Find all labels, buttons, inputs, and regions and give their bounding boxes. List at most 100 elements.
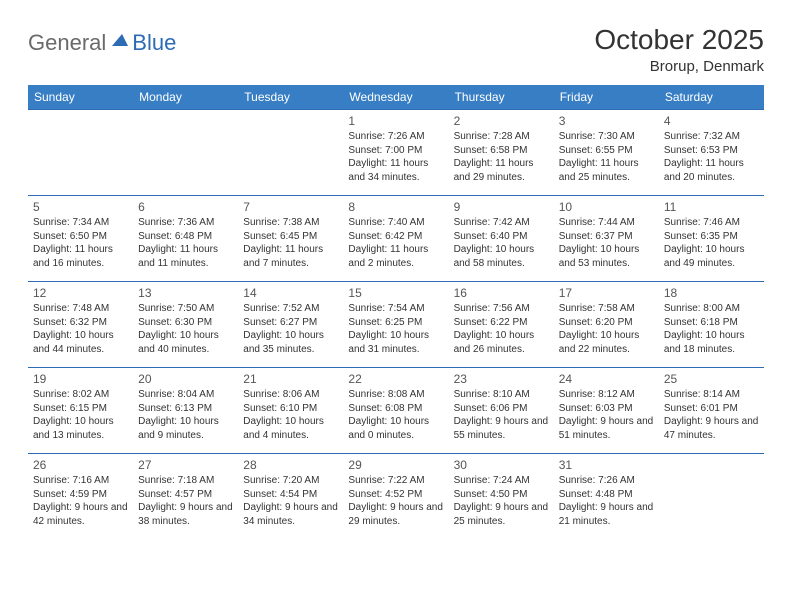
calendar-day-cell: 23 Sunrise: 8:10 AMSunset: 6:06 PMDayligh… [449,368,554,454]
calendar-day-cell: 18 Sunrise: 8:00 AMSunset: 6:18 PMDayligh… [659,282,764,368]
day-info: Sunrise: 7:48 AMSunset: 6:32 PMDaylight:… [33,302,128,356]
calendar-day-cell [238,110,343,196]
calendar-day-cell: 22 Sunrise: 8:08 AMSunset: 6:08 PMDayligh… [343,368,448,454]
logo-text-blue: Blue [132,30,176,56]
calendar-day-cell: 8 Sunrise: 7:40 AMSunset: 6:42 PMDaylight… [343,196,448,282]
day-number: 10 [559,200,654,214]
logo-sail-icon [110,32,130,48]
day-info: Sunrise: 7:16 AMSunset: 4:59 PMDaylight:… [33,474,128,528]
day-info: Sunrise: 8:08 AMSunset: 6:08 PMDaylight:… [348,388,443,442]
calendar-day-cell: 10 Sunrise: 7:44 AMSunset: 6:37 PMDayligh… [554,196,659,282]
calendar-day-cell: 9 Sunrise: 7:42 AMSunset: 6:40 PMDaylight… [449,196,554,282]
day-number: 11 [664,200,759,214]
weekday-header: Tuesday [238,85,343,110]
page-title: October 2025 [594,24,764,56]
calendar-day-cell: 24 Sunrise: 8:12 AMSunset: 6:03 PMDayligh… [554,368,659,454]
day-number: 3 [559,114,654,128]
logo: General Blue [28,30,176,56]
day-number: 15 [348,286,443,300]
day-info: Sunrise: 7:20 AMSunset: 4:54 PMDaylight:… [243,474,338,528]
day-info: Sunrise: 7:44 AMSunset: 6:37 PMDaylight:… [559,216,654,270]
day-info: Sunrise: 7:28 AMSunset: 6:58 PMDaylight:… [454,130,549,184]
day-number: 22 [348,372,443,386]
calendar-day-cell: 12 Sunrise: 7:48 AMSunset: 6:32 PMDayligh… [28,282,133,368]
day-info: Sunrise: 7:36 AMSunset: 6:48 PMDaylight:… [138,216,233,270]
calendar-week-row: 1 Sunrise: 7:26 AMSunset: 7:00 PMDaylight… [28,110,764,196]
day-info: Sunrise: 7:40 AMSunset: 6:42 PMDaylight:… [348,216,443,270]
calendar-week-row: 26 Sunrise: 7:16 AMSunset: 4:59 PMDayligh… [28,454,764,540]
day-info: Sunrise: 7:58 AMSunset: 6:20 PMDaylight:… [559,302,654,356]
weekday-header: Sunday [28,85,133,110]
day-info: Sunrise: 7:56 AMSunset: 6:22 PMDaylight:… [454,302,549,356]
calendar-day-cell: 20Sunrise: 8:04 AMSunset: 6:13 PMDayligh… [133,368,238,454]
day-info: Sunrise: 7:52 AMSunset: 6:27 PMDaylight:… [243,302,338,356]
day-info: Sunrise: 8:00 AMSunset: 6:18 PMDaylight:… [664,302,759,356]
calendar-day-cell [28,110,133,196]
day-number: 12 [33,286,128,300]
day-info: Sunrise: 7:22 AMSunset: 4:52 PMDaylight:… [348,474,443,528]
day-info: Sunrise: 8:12 AMSunset: 6:03 PMDaylight:… [559,388,654,442]
calendar-day-cell: 17 Sunrise: 7:58 AMSunset: 6:20 PMDayligh… [554,282,659,368]
calendar-day-cell: 19 Sunrise: 8:02 AMSunset: 6:15 PMDayligh… [28,368,133,454]
weekday-header: Wednesday [343,85,448,110]
day-info: Sunrise: 7:34 AMSunset: 6:50 PMDaylight:… [33,216,128,270]
calendar-table: Sunday Monday Tuesday Wednesday Thursday… [28,85,764,540]
day-number: 18 [664,286,759,300]
day-info: Sunrise: 7:26 AMSunset: 7:00 PMDaylight:… [348,130,443,184]
calendar-day-cell [133,110,238,196]
calendar-day-cell: 4Sunrise: 7:32 AMSunset: 6:53 PMDaylight… [659,110,764,196]
day-number: 9 [454,200,549,214]
day-number: 2 [454,114,549,128]
day-number: 31 [559,458,654,472]
calendar-day-cell: 15 Sunrise: 7:54 AMSunset: 6:25 PMDayligh… [343,282,448,368]
day-number: 28 [243,458,338,472]
day-number: 7 [243,200,338,214]
calendar-day-cell: 31Sunrise: 7:26 AMSunset: 4:48 PMDayligh… [554,454,659,540]
calendar-day-cell: 25Sunrise: 8:14 AMSunset: 6:01 PMDayligh… [659,368,764,454]
day-number: 1 [348,114,443,128]
day-info: Sunrise: 8:10 AMSunset: 6:06 PMDaylight:… [454,388,549,442]
day-number: 19 [33,372,128,386]
calendar-day-cell: 21Sunrise: 8:06 AMSunset: 6:10 PMDayligh… [238,368,343,454]
weekday-header-row: Sunday Monday Tuesday Wednesday Thursday… [28,85,764,110]
calendar-day-cell: 7 Sunrise: 7:38 AMSunset: 6:45 PMDaylight… [238,196,343,282]
day-number: 30 [454,458,549,472]
calendar-day-cell: 3 Sunrise: 7:30 AMSunset: 6:55 PMDaylight… [554,110,659,196]
title-block: October 2025 Brorup, Denmark [594,24,764,75]
calendar-day-cell: 13Sunrise: 7:50 AMSunset: 6:30 PMDayligh… [133,282,238,368]
calendar-week-row: 5 Sunrise: 7:34 AMSunset: 6:50 PMDaylight… [28,196,764,282]
day-info: Sunrise: 8:04 AMSunset: 6:13 PMDaylight:… [138,388,233,442]
weekday-header: Saturday [659,85,764,110]
day-number: 25 [664,372,759,386]
day-info: Sunrise: 7:32 AMSunset: 6:53 PMDaylight:… [664,130,759,184]
day-info: Sunrise: 8:02 AMSunset: 6:15 PMDaylight:… [33,388,128,442]
day-number: 26 [33,458,128,472]
day-number: 23 [454,372,549,386]
calendar-day-cell: 16 Sunrise: 7:56 AMSunset: 6:22 PMDayligh… [449,282,554,368]
day-number: 16 [454,286,549,300]
calendar-day-cell: 11Sunrise: 7:46 AMSunset: 6:35 PMDayligh… [659,196,764,282]
calendar-day-cell: 29 Sunrise: 7:22 AMSunset: 4:52 PMDayligh… [343,454,448,540]
calendar-day-cell: 14Sunrise: 7:52 AMSunset: 6:27 PMDayligh… [238,282,343,368]
calendar-day-cell: 1 Sunrise: 7:26 AMSunset: 7:00 PMDaylight… [343,110,448,196]
header: General Blue October 2025 Brorup, Denmar… [28,24,764,75]
calendar-day-cell: 27 Sunrise: 7:18 AMSunset: 4:57 PMDayligh… [133,454,238,540]
day-info: Sunrise: 7:42 AMSunset: 6:40 PMDaylight:… [454,216,549,270]
day-number: 24 [559,372,654,386]
day-number: 5 [33,200,128,214]
weekday-header: Monday [133,85,238,110]
calendar-day-cell: 2 Sunrise: 7:28 AMSunset: 6:58 PMDaylight… [449,110,554,196]
day-info: Sunrise: 7:38 AMSunset: 6:45 PMDaylight:… [243,216,338,270]
calendar-day-cell: 6Sunrise: 7:36 AMSunset: 6:48 PMDaylight… [133,196,238,282]
day-number: 29 [348,458,443,472]
day-info: Sunrise: 7:30 AMSunset: 6:55 PMDaylight:… [559,130,654,184]
day-info: Sunrise: 7:18 AMSunset: 4:57 PMDaylight:… [138,474,233,528]
day-number: 17 [559,286,654,300]
day-number: 27 [138,458,233,472]
calendar-day-cell: 5 Sunrise: 7:34 AMSunset: 6:50 PMDaylight… [28,196,133,282]
day-info: Sunrise: 7:54 AMSunset: 6:25 PMDaylight:… [348,302,443,356]
location-label: Brorup, Denmark [594,58,764,75]
day-number: 8 [348,200,443,214]
calendar-week-row: 19 Sunrise: 8:02 AMSunset: 6:15 PMDayligh… [28,368,764,454]
day-number: 13 [138,286,233,300]
